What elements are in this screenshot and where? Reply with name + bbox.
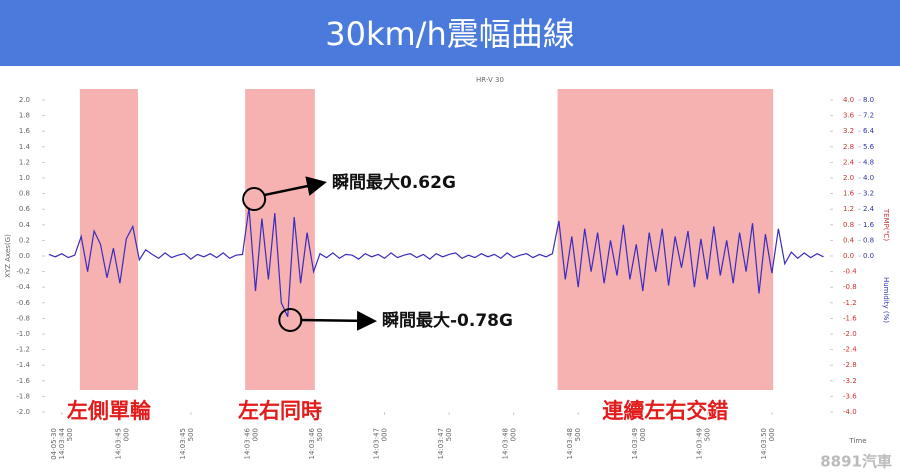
y2-tick-label: -3.2 <box>843 377 857 385</box>
x-tick-label: 14:03:48500 <box>566 428 582 459</box>
y2-tick-label: 0.4 <box>843 236 855 244</box>
y2-tick-label: -3.6 <box>843 392 857 400</box>
annotation-text: 瞬間最大0.62G <box>332 172 456 193</box>
x-tick-label: 14:03:45500 <box>179 428 195 459</box>
y-tick-label: 1.6 <box>19 127 31 135</box>
header-title: 30km/h震幅曲線 <box>325 15 575 53</box>
y-tick-label: -1.8 <box>16 392 30 400</box>
annotation-circle <box>242 187 267 212</box>
band-label: 連續左右交錯 <box>602 399 728 423</box>
band-label: 左側單輪 <box>67 399 152 423</box>
y-tick-label: -0.8 <box>16 314 30 322</box>
annotation-arrow <box>300 310 377 331</box>
x-tick-label: 14:03:46500 <box>308 427 324 459</box>
x-tick-label: 14:03:49000 <box>631 428 647 459</box>
y2-tick-label: 2.8 <box>843 143 854 151</box>
y-tick-label: 2.0 <box>19 96 30 104</box>
y2-tick-label: 0.8 <box>843 221 854 229</box>
y2-tick-label: -2.8 <box>843 361 857 369</box>
x-tick-label: 14:03:47000 <box>373 428 389 459</box>
y3-tick-label: 8.0 <box>863 96 874 104</box>
y2-axis-label: TEMP(℃) <box>882 208 890 242</box>
y3-tick-label: 3.2 <box>863 190 874 198</box>
y2-tick-label: 1.2 <box>843 205 854 213</box>
y2-tick-label: 0.0 <box>843 252 854 260</box>
y-tick-label: 0.4 <box>19 221 31 229</box>
highlight-band <box>245 89 315 390</box>
y-tick-label: 0.2 <box>19 236 30 244</box>
y3-tick-label: 1.6 <box>863 221 875 229</box>
y-tick-label: -1.4 <box>16 361 30 369</box>
header-bar <box>0 0 900 66</box>
y-tick-label: 0.8 <box>19 190 30 198</box>
chart-title: HR-V 30 <box>476 76 504 84</box>
x-axis-label: Time <box>848 437 866 445</box>
y-tick-label: -0.4 <box>16 283 30 291</box>
y3-tick-label: 4.8 <box>863 158 874 166</box>
y2-tick-label: -2.4 <box>843 346 857 354</box>
y-tick-label: 1.2 <box>19 158 30 166</box>
highlight-band <box>557 89 774 390</box>
annotation-text: 瞬間最大-0.78G <box>382 310 513 331</box>
y3-tick-label: 5.6 <box>863 143 875 151</box>
y2-tick-label: -0.4 <box>843 268 857 276</box>
annotation-arrow <box>263 176 327 197</box>
x-tick-label: 14:03:48000 <box>502 428 518 459</box>
x-tick-label: 14:03:45000 <box>114 428 130 459</box>
y2-tick-label: 2.4 <box>843 158 855 166</box>
x-tick-label: 14:03:46000 <box>243 427 259 459</box>
y2-tick-label: 2.0 <box>843 174 854 182</box>
y-tick-label: -2.0 <box>16 408 30 416</box>
y2-tick-label: 3.2 <box>843 127 854 135</box>
y3-tick-label: 0.0 <box>863 252 874 260</box>
y-tick-label: 1.4 <box>19 143 31 151</box>
y-tick-label: -1.2 <box>16 346 30 354</box>
x-tick-label: 14:03:49500 <box>695 428 711 459</box>
y-tick-label: -0.6 <box>16 299 30 307</box>
y-tick-label: 0.0 <box>19 252 30 260</box>
y3-tick-label: 4.0 <box>863 174 874 182</box>
y-tick-label: -1.6 <box>16 377 30 385</box>
highlight-band <box>79 89 138 390</box>
y-tick-label: 0.6 <box>19 205 31 213</box>
y2-tick-label: -2.0 <box>843 330 857 338</box>
y3-tick-label: 6.4 <box>863 127 875 135</box>
y2-tick-label: 1.6 <box>843 190 855 198</box>
y3-tick-label: 0.8 <box>863 236 874 244</box>
y3-tick-label: 7.2 <box>863 112 874 120</box>
y2-tick-label: 3.6 <box>843 112 855 120</box>
y2-tick-label: -4.0 <box>843 408 857 416</box>
y-tick-label: 1.0 <box>19 174 30 182</box>
band-label: 左右同時 <box>238 399 322 423</box>
x-tick-label: 04-05-3014:03:44500 <box>50 427 74 459</box>
y-tick-label: 1.8 <box>19 112 30 120</box>
data-line <box>48 207 824 318</box>
y2-tick-label: -1.6 <box>843 314 857 322</box>
y-tick-label: -1.0 <box>16 330 30 338</box>
watermark: 8891汽車 <box>820 453 892 471</box>
x-tick-label: 14:03:50000 <box>760 428 776 459</box>
y3-axis-label: Humidity (%) <box>882 277 890 323</box>
y3-tick-label: 2.4 <box>863 205 875 213</box>
y2-tick-label: -1.2 <box>843 299 857 307</box>
y-axis-label: XYZ Axes(G) <box>4 234 12 278</box>
x-tick-label: 14:03:47500 <box>437 428 453 459</box>
y-tick-label: -0.2 <box>16 268 30 276</box>
y2-tick-label: 4.0 <box>843 96 854 104</box>
y2-tick-label: -0.8 <box>843 283 857 291</box>
